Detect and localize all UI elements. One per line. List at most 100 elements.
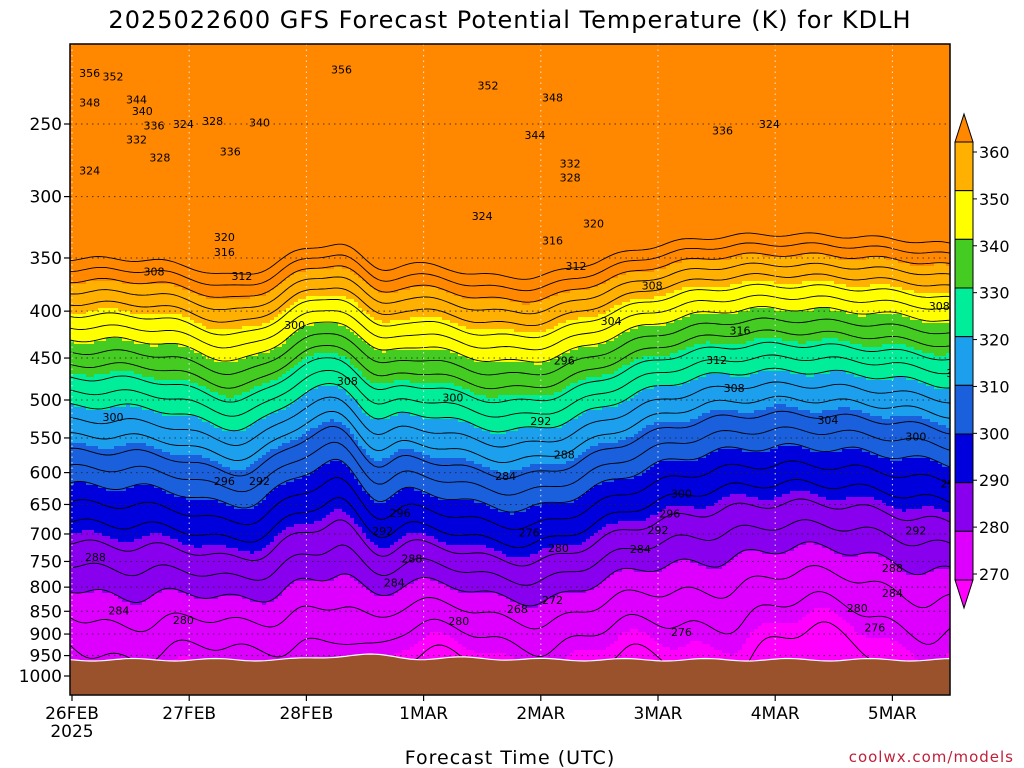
chart-title: 2025022600 GFS Forecast Potential Temper… [108, 6, 911, 34]
contour-label: 276 [671, 626, 692, 639]
contour-label: 324 [173, 118, 194, 131]
contour-label: 320 [583, 218, 604, 231]
contour-label: 324 [472, 210, 493, 223]
contour-label: 324 [79, 165, 100, 178]
y-tick-label: 350 [30, 249, 62, 269]
y-tick-label: 900 [30, 625, 62, 645]
y-tick-label: 1000 [19, 667, 62, 687]
contour-label: 292 [648, 524, 669, 537]
colorbar-box [954, 336, 974, 386]
contour-label: 348 [993, 87, 1014, 100]
contour-label: 324 [759, 118, 780, 131]
gridlines [70, 44, 950, 695]
contour-label: 320 [214, 231, 235, 244]
contour-label: 288 [882, 562, 903, 575]
contour-label: 288 [401, 552, 422, 565]
colorbar-box [954, 190, 974, 240]
contour-label: 316 [542, 235, 563, 248]
colorbar-tick-label: 280 [979, 518, 1010, 537]
colorbar-tick-label: 320 [979, 331, 1010, 350]
x-axis-label: Forecast Time (UTC) [405, 747, 615, 768]
contour-label: 280 [448, 615, 469, 628]
contour-label: 296 [390, 507, 411, 520]
colorbar-box [954, 482, 974, 532]
colorbar-tick-label: 290 [979, 471, 1010, 490]
contour-label: 328 [202, 115, 223, 128]
contour-label: 292 [249, 475, 270, 488]
contour-label: 288 [85, 551, 106, 564]
colorbar-box [954, 530, 974, 581]
colorbar-box [954, 384, 974, 435]
contour-label: 312 [231, 270, 252, 283]
contour-label: 284 [495, 470, 516, 483]
contour-label: 296 [214, 475, 235, 488]
contour-label: 284 [108, 604, 129, 617]
contour-label: 308 [642, 279, 663, 292]
contour-label: 336 [220, 146, 241, 159]
contour-label: 328 [560, 172, 581, 185]
contour-label: 336 [712, 124, 733, 137]
y-tick-label: 250 [30, 115, 62, 135]
contour-label: 356 [993, 45, 1014, 58]
colorbar-tick-label: 340 [979, 237, 1010, 256]
contour-label: 344 [126, 93, 147, 106]
contour-label: 284 [630, 543, 651, 556]
contour-label: 276 [519, 526, 540, 539]
colorbar-arrow-top [954, 112, 974, 143]
contour-label: 336 [144, 120, 165, 133]
contour-label: 268 [507, 603, 528, 616]
x-axis-year: 2025 [50, 722, 93, 742]
contour-label: 308 [144, 265, 165, 278]
contour-label: 296 [554, 355, 575, 368]
colorbar-box [954, 238, 974, 289]
contour-label: 292 [530, 415, 551, 428]
contour-label: 284 [384, 577, 405, 590]
colorbar-arrow-bottom [954, 579, 974, 610]
y-tick-label: 450 [30, 349, 62, 369]
contour-label: 356 [79, 67, 100, 80]
colorbar-tick-label: 330 [979, 284, 1010, 303]
plot-frame [69, 43, 951, 696]
colorbar-tick-label: 300 [979, 424, 1010, 443]
contour-label: 304 [817, 414, 838, 427]
contour-label: 308 [724, 382, 745, 395]
contour-label: 352 [478, 80, 499, 93]
x-axis: 26FEB 27FEB 28FEB 1MAR 2MAR 3MAR 4MAR 5MAR [45, 695, 917, 724]
contour-label: 352 [993, 65, 1014, 78]
contour-label: 304 [601, 315, 622, 328]
contour-label: 304 [946, 367, 967, 380]
y-tick-label: 700 [30, 525, 62, 545]
contour-label: 284 [882, 587, 903, 600]
contour-label: 344 [993, 107, 1014, 120]
y-tick-label: 300 [30, 188, 62, 208]
y-tick-label: 750 [30, 552, 62, 572]
y-tick-label: 500 [30, 391, 62, 411]
y-tick-label: 650 [30, 495, 62, 515]
contour-label: 356 [331, 63, 352, 76]
contour-label: 280 [548, 542, 569, 555]
contour-label: 316 [730, 325, 751, 338]
contour-label: 344 [524, 129, 545, 142]
contour-label: 300 [905, 431, 926, 444]
contour-label: 272 [542, 594, 563, 607]
contour-label: 308 [337, 375, 358, 388]
credit-text: coolwx.com/models [849, 748, 1014, 766]
contour-label: 340 [249, 116, 270, 129]
colorbar-tick-label: 310 [979, 377, 1010, 396]
contour-label: 280 [847, 602, 868, 615]
contour-label: 312 [565, 260, 586, 273]
contour-label: 292 [905, 525, 926, 538]
x-tick-label: 2MAR [516, 704, 565, 724]
x-tick-label: 4MAR [751, 704, 800, 724]
temperature-bands [70, 44, 950, 695]
x-tick-label: 3MAR [634, 704, 683, 724]
colorbar-tick-label: 350 [979, 190, 1010, 209]
contour-label: 276 [864, 621, 885, 634]
terrain-fill [70, 653, 950, 695]
x-tick-label: 27FEB [162, 704, 216, 724]
y-tick-label: 600 [30, 464, 62, 484]
colorbar-box [954, 433, 974, 484]
contour-label: 300 [671, 487, 692, 500]
x-tick-label: 26FEB [45, 704, 99, 724]
